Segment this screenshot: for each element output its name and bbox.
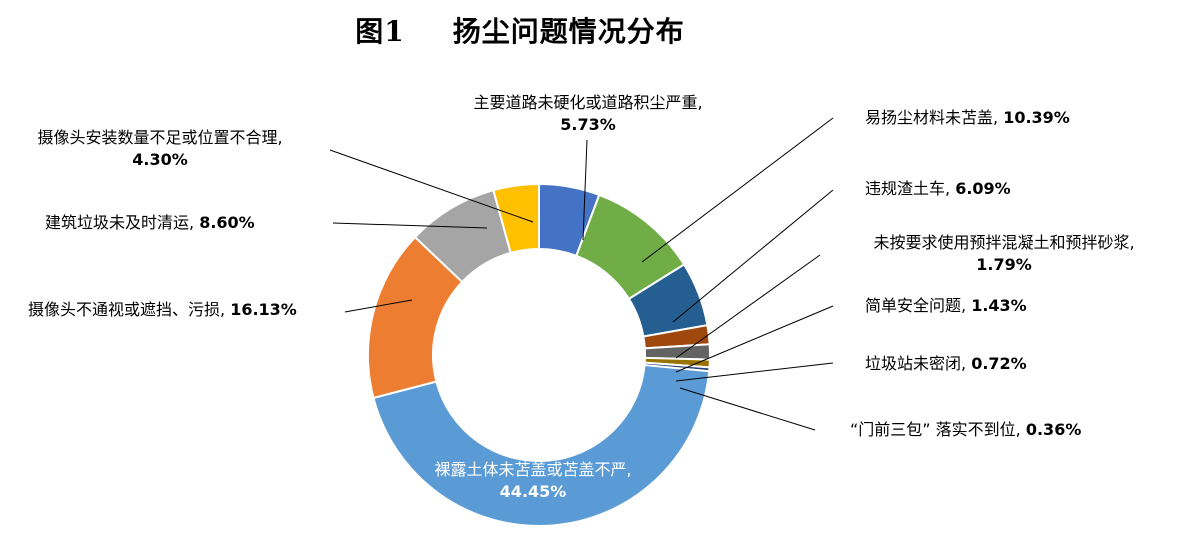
data-label-category: 摄像头不通视或遮挡、污损, [28, 300, 230, 319]
data-label-value: 1.79% [976, 255, 1032, 274]
data-label: 垃圾站未密闭, 0.72% [865, 354, 1027, 373]
data-label-value: 10.39% [1003, 108, 1070, 127]
leader-lines [329, 117, 834, 431]
data-label-category: “门前三包” 落实不到位, [850, 420, 1026, 439]
chart-title: 图1 扬尘问题情况分布 [0, 10, 1040, 50]
leader-line [675, 362, 834, 382]
data-label-category: 易扬尘材料未苫盖, [865, 108, 1003, 127]
data-label-category: 主要道路未硬化或道路积尘严重, [473, 93, 702, 112]
leader-line [582, 139, 588, 241]
leader-line [672, 189, 834, 323]
data-label: 摄像头不通视或遮挡、污损, 16.13% [28, 300, 297, 319]
leader-line [675, 305, 834, 373]
leader-line [344, 299, 413, 313]
figure-label: 图1 [355, 15, 405, 48]
data-label: “门前三包” 落实不到位, 0.36% [850, 420, 1081, 439]
data-label-category: 简单安全问题, [865, 296, 971, 315]
slice-10 [492, 182, 540, 255]
leader-line [679, 387, 816, 431]
data-labels: 主要道路未硬化或道路积尘严重, 5.73% 易扬尘材料未苫盖, 10.39% 违规渣土… [28, 93, 1135, 501]
leader-line [329, 149, 534, 223]
data-label-value: 0.72% [971, 354, 1027, 373]
data-label-value: 5.73% [560, 115, 616, 134]
slice-7 [372, 363, 711, 527]
data-label: 违规渣土车, 6.09% [865, 179, 1011, 198]
data-label-value: 4.30% [132, 150, 188, 169]
data-label-value: 0.36% [1026, 420, 1082, 439]
data-label: 建筑垃圾未及时清运, 8.60% [45, 213, 255, 232]
data-label-value: 8.60% [199, 213, 255, 232]
data-label-value: 44.45% [500, 482, 567, 501]
data-label-category: 垃圾站未密闭, [865, 354, 971, 373]
data-label-category: 违规渣土车, [865, 179, 955, 198]
data-label: 易扬尘材料未苫盖, 10.39% [865, 108, 1070, 127]
leader-line [641, 117, 834, 263]
leader-line [675, 254, 821, 359]
data-label-category: 未按要求使用预拌混凝土和预拌砂浆, [873, 233, 1134, 252]
data-label-category: 建筑垃圾未及时清运, [45, 213, 199, 232]
leader-line [332, 222, 488, 229]
data-label: 简单安全问题, 1.43% [865, 296, 1027, 315]
data-label-value: 6.09% [955, 179, 1011, 198]
title-text: 扬尘问题情况分布 [452, 15, 685, 48]
data-label: 裸露土体未苫盖或苫盖不严, 44.45% [434, 460, 631, 501]
data-label: 未按要求使用预拌混凝土和预拌砂浆, 1.79% [873, 233, 1134, 274]
data-label-category: 裸露土体未苫盖或苫盖不严, [434, 460, 631, 479]
donut-slices [367, 182, 711, 527]
data-label-category: 摄像头安装数量不足或位置不合理, [37, 128, 282, 147]
data-label-value: 1.43% [971, 296, 1027, 315]
data-label: 摄像头安装数量不足或位置不合理, 4.30% [37, 128, 282, 169]
data-label: 主要道路未硬化或道路积尘严重, 5.73% [473, 93, 702, 134]
data-label-value: 16.13% [230, 300, 297, 319]
